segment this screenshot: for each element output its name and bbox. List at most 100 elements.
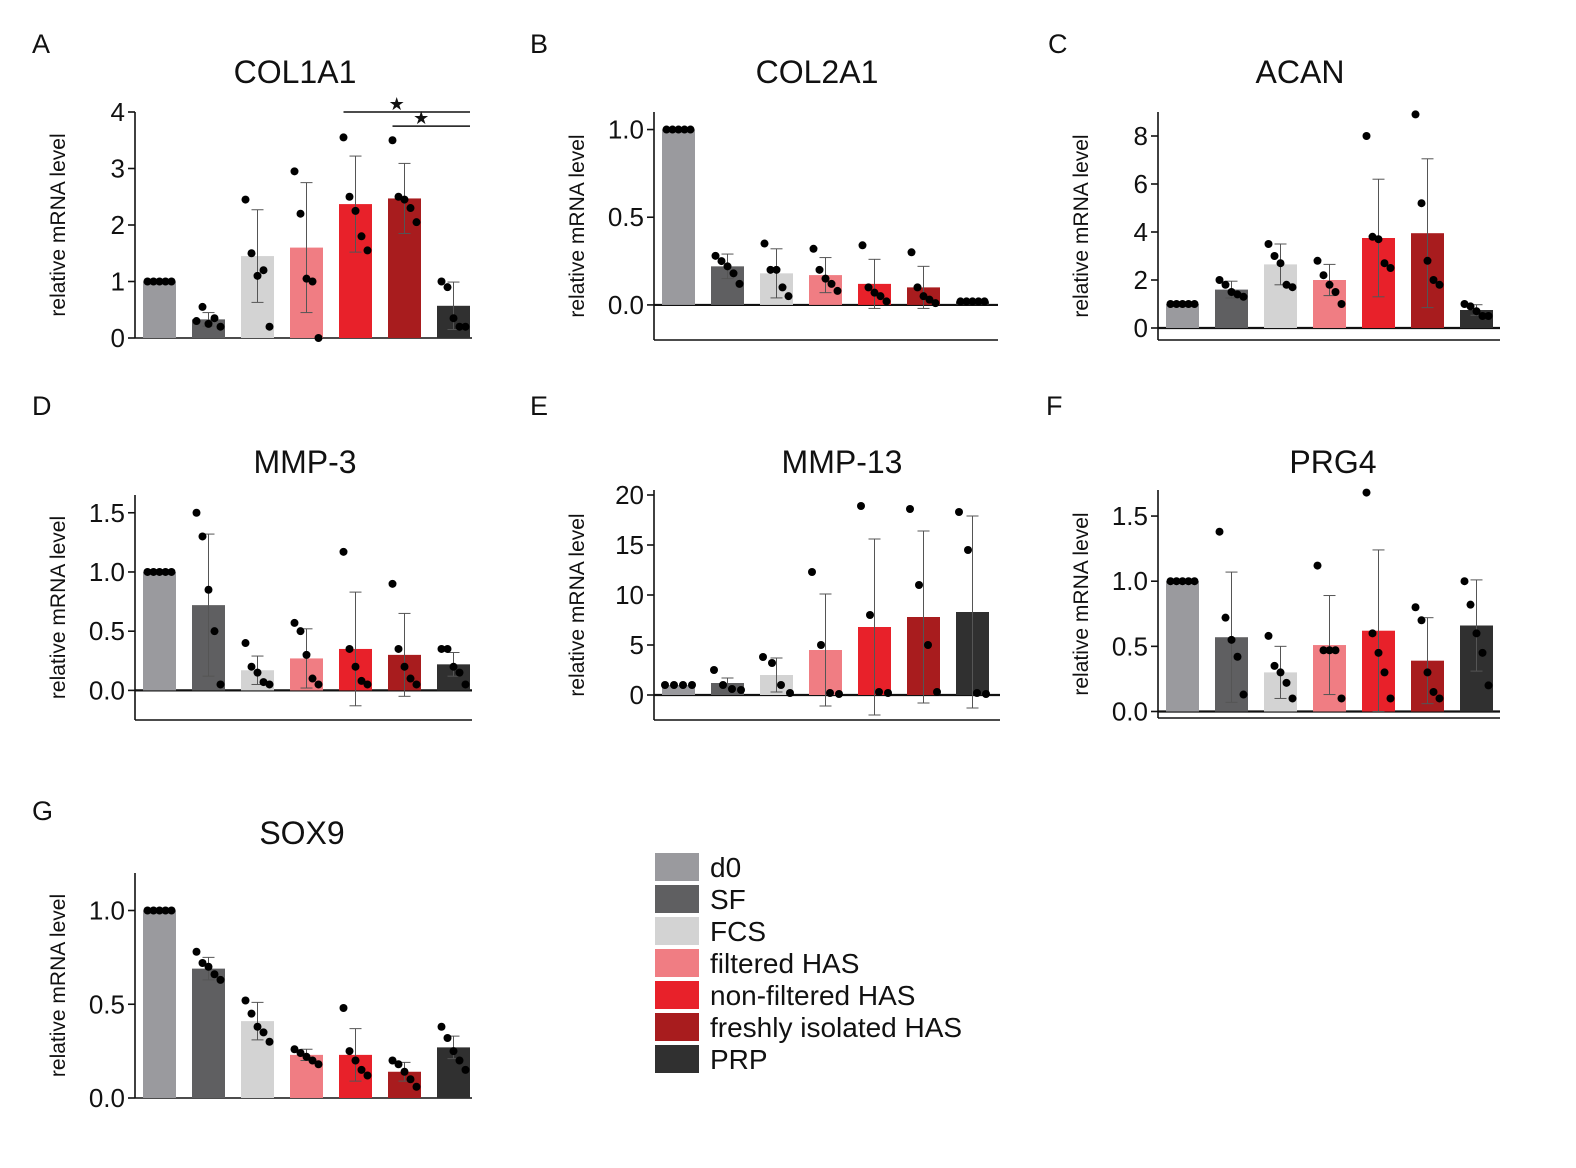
- y-tick-label: 0.5: [89, 989, 125, 1019]
- data-point: [345, 644, 354, 653]
- data-point: [314, 334, 323, 342]
- y-tick-label: 1.0: [608, 115, 644, 145]
- bar: [662, 129, 695, 305]
- y-tick-label: 4: [1134, 217, 1148, 247]
- data-point: [1411, 110, 1420, 119]
- data-point: [388, 136, 397, 145]
- data-point: [192, 947, 201, 956]
- y-tick-label: 8: [1134, 121, 1148, 151]
- data-point: [1215, 527, 1224, 536]
- data-point: [161, 906, 170, 915]
- data-point: [931, 299, 940, 308]
- data-point: [817, 641, 825, 649]
- y-tick-label: 0.0: [89, 675, 125, 705]
- data-point: [357, 232, 366, 241]
- data-point: [1478, 312, 1487, 320]
- data-point: [1288, 283, 1297, 292]
- data-point: [786, 689, 794, 697]
- data-point: [253, 1022, 262, 1031]
- data-point: [406, 1075, 415, 1084]
- data-point: [449, 1047, 458, 1056]
- data-point: [400, 1067, 409, 1076]
- data-point: [412, 680, 421, 689]
- data-point: [760, 239, 769, 248]
- data-point: [717, 257, 726, 266]
- data-point: [412, 1082, 421, 1091]
- data-point: [1417, 199, 1426, 208]
- y-tick-label: 0.5: [1112, 631, 1148, 661]
- data-point: [155, 906, 164, 915]
- bar: [143, 281, 176, 338]
- data-point: [351, 206, 360, 215]
- data-point: [437, 644, 446, 653]
- data-point: [1423, 256, 1432, 265]
- panel-c: C ACAN relative mRNA level 0 2 4 6 8: [1048, 29, 1500, 343]
- data-point: [1374, 648, 1383, 657]
- data-point: [1166, 577, 1175, 586]
- y-axis-title: relative mRNA level: [1070, 512, 1093, 695]
- data-point: [919, 292, 928, 301]
- data-point: [357, 676, 366, 685]
- data-point: [461, 680, 470, 689]
- data-point: [1227, 288, 1236, 296]
- y-tick-label: 2: [1134, 265, 1148, 295]
- data-point: [388, 579, 397, 588]
- data-point: [253, 271, 262, 280]
- data-point: [1184, 300, 1193, 308]
- data-point: [1184, 577, 1193, 586]
- data-point: [1460, 300, 1469, 308]
- data-point: [866, 611, 874, 619]
- data-point: [1190, 577, 1199, 586]
- data-point: [406, 204, 415, 213]
- data-point: [1435, 280, 1444, 289]
- data-point: [974, 297, 983, 306]
- data-point: [884, 689, 892, 697]
- data-point: [809, 244, 818, 253]
- data-point: [1282, 678, 1291, 687]
- data-point: [155, 567, 164, 576]
- y-tick-label: 4: [111, 97, 125, 127]
- y-axis-title: relative mRNA level: [566, 513, 589, 696]
- data-point: [1178, 577, 1187, 586]
- y-tick-label: 0.0: [1112, 696, 1148, 726]
- data-point: [406, 674, 415, 683]
- panel-letter: A: [32, 29, 50, 59]
- panel-a: A COL1A1 relative mRNA level 0 1 2 3 4 ★ ★: [32, 29, 472, 353]
- panel-b: B COL2A1 relative mRNA level 0.0 0.5 1.0: [530, 29, 998, 341]
- data-point: [455, 322, 464, 331]
- data-point: [1466, 600, 1475, 609]
- panel-f: F PRG4 relative mRNA level 0.0 0.5 1.0 1.5: [1046, 391, 1500, 726]
- data-point: [265, 322, 274, 331]
- data-point: [461, 322, 470, 331]
- data-point: [870, 288, 879, 297]
- data-point: [339, 1004, 348, 1012]
- data-point: [1178, 300, 1187, 308]
- y-tick-label: 1.0: [1112, 566, 1148, 596]
- data-point: [253, 668, 262, 677]
- data-point: [913, 283, 922, 292]
- data-point: [686, 125, 695, 134]
- data-point: [719, 681, 727, 689]
- data-point: [357, 1065, 366, 1074]
- data-point: [1386, 694, 1395, 703]
- data-point: [955, 508, 963, 516]
- data-point: [241, 195, 250, 204]
- y-tick-label: 0.5: [89, 616, 125, 646]
- data-point: [956, 297, 965, 306]
- data-point: [1313, 256, 1322, 265]
- data-point: [1337, 300, 1346, 308]
- data-point: [296, 209, 305, 218]
- panel-letter: C: [1048, 29, 1068, 59]
- data-point: [265, 1037, 274, 1046]
- data-point: [1319, 646, 1328, 655]
- data-point: [1215, 276, 1224, 284]
- data-point: [198, 302, 207, 311]
- data-point: [210, 627, 219, 636]
- data-point: [833, 286, 842, 295]
- data-point: [265, 680, 274, 689]
- data-point: [875, 688, 883, 696]
- data-point: [247, 1009, 256, 1018]
- data-point: [784, 292, 793, 301]
- panel-letter: G: [32, 796, 53, 826]
